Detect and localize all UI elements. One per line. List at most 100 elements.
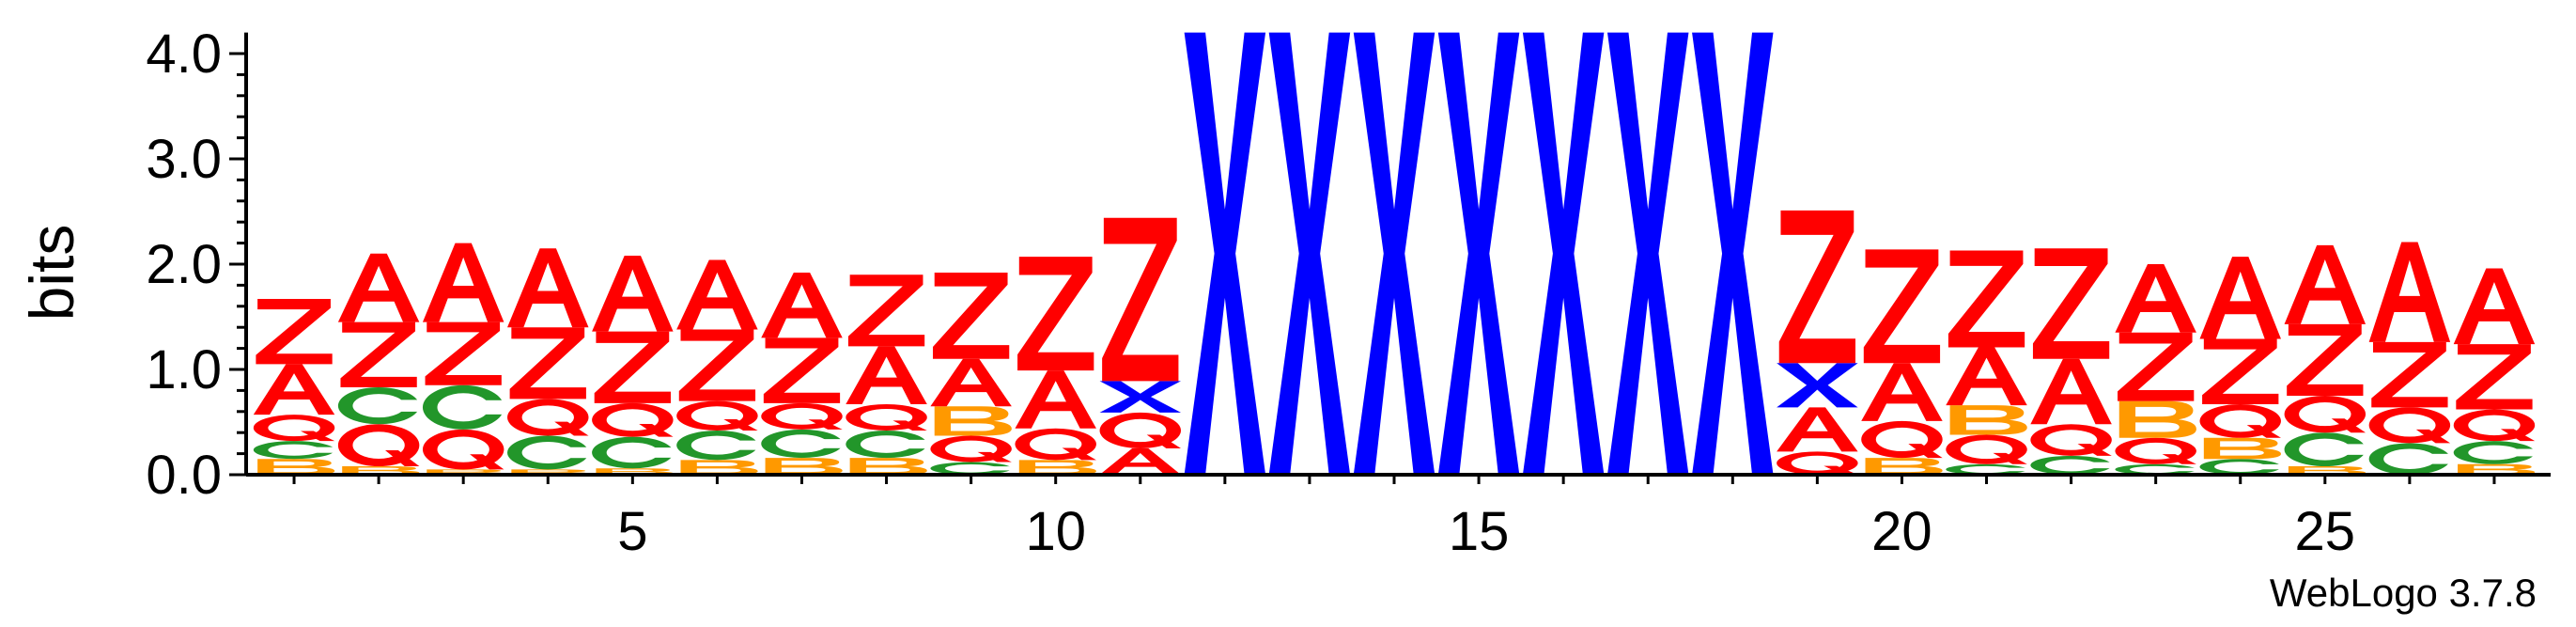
- logo-letter-A: [2368, 242, 2451, 342]
- logo-letter-X: [1522, 32, 1605, 475]
- logo-letter-X: [1777, 363, 1858, 408]
- logo-letter-Q: [761, 402, 843, 430]
- logo-letter-X: [1437, 32, 1520, 475]
- logo-letter-A: [2115, 264, 2196, 333]
- logo-letter-C: [592, 436, 675, 469]
- logo-letter-Z: [594, 331, 671, 403]
- logo-letter-Q: [930, 435, 1012, 462]
- logo-letter-Q: [2199, 403, 2281, 438]
- logo-letter-C: [2030, 455, 2114, 475]
- logo-letter-Z: [2371, 341, 2448, 408]
- logo-letter-B: [1018, 460, 1096, 475]
- logo-letter-A: [2199, 257, 2281, 339]
- logo-letter-Z: [847, 274, 925, 347]
- logo-letter-C: [930, 462, 1014, 475]
- y-axis-label: bits: [17, 225, 86, 321]
- logo-letter-Z: [2032, 248, 2110, 359]
- logo-letter-C: [337, 387, 422, 425]
- logo-letter-Q: [2284, 396, 2367, 433]
- logo-letter-B: [2458, 463, 2536, 475]
- logo-letter-Z: [2118, 332, 2195, 401]
- logo-letter-A: [846, 346, 927, 404]
- logo-letter-Z: [1778, 210, 1856, 364]
- logo-letter-C: [761, 429, 845, 459]
- logo-letter-A: [1777, 407, 1858, 452]
- x-axis: 5 10 15 20 25: [246, 473, 2551, 562]
- logo-letter-B: [1949, 405, 2027, 435]
- x-tick-label: 10: [1025, 501, 1086, 562]
- logo-letter-X: [1692, 32, 1774, 475]
- logo-letter-B: [342, 466, 420, 475]
- logo-letter-A: [1099, 448, 1182, 475]
- logo-letter-X: [1606, 32, 1689, 475]
- logo-letter-C: [676, 430, 760, 461]
- logo-letter-Q: [2453, 409, 2536, 442]
- logo-letter-B: [2203, 437, 2281, 460]
- x-tick-label: 20: [1871, 501, 1932, 562]
- logo-letter-B: [765, 458, 843, 475]
- logo-letter-X: [1268, 32, 1351, 475]
- logo-letter-X: [1099, 381, 1182, 413]
- logo-letter-Q: [2368, 407, 2451, 444]
- logo-letter-B: [680, 460, 758, 475]
- logo-letter-Z: [2287, 323, 2364, 396]
- logo-letter-B: [1865, 458, 1943, 475]
- logo-letter-Z: [2456, 344, 2533, 410]
- logo-letter-Q: [1861, 420, 1943, 459]
- logo-letter-Q: [1777, 451, 1858, 475]
- logo-letter-Q: [676, 400, 758, 431]
- logo-letter-A: [337, 253, 420, 322]
- logo-letter-A: [253, 364, 335, 415]
- logo-letter-X: [1184, 32, 1266, 475]
- logo-letter-Z: [763, 337, 841, 403]
- logo-letter-Z: [425, 321, 502, 385]
- logo-letter-Z: [340, 321, 417, 388]
- logo-letter-C: [2368, 443, 2452, 475]
- x-tick-label: 15: [1449, 501, 1510, 562]
- weblogo-version-label: WebLogo 3.7.8: [2270, 571, 2537, 615]
- logo-letter-B: [2118, 400, 2196, 438]
- logo-letter-B: [2288, 466, 2367, 475]
- logo-letter-C: [2199, 459, 2283, 475]
- logo-letter-C: [1946, 463, 2029, 475]
- logo-letter-A: [422, 243, 504, 322]
- logo-letter-Z: [256, 298, 333, 365]
- logo-letter-C: [2284, 432, 2367, 467]
- logo-letter-Z: [2202, 338, 2279, 404]
- logo-letter-C: [253, 441, 337, 460]
- logo-letter-Q: [507, 399, 589, 436]
- logo-letter-B: [849, 458, 927, 475]
- logo-letter-B: [511, 469, 589, 475]
- logo-letter-A: [761, 272, 843, 338]
- x-tick-label: 25: [2295, 501, 2356, 562]
- logo-letter-Z: [678, 329, 756, 401]
- logo-letter-C: [422, 384, 506, 430]
- y-tick-label: 0.0: [146, 445, 222, 506]
- logo-letter-C: [2453, 441, 2537, 464]
- logo-letter-A: [1946, 347, 2027, 406]
- y-axis: 0.0 1.0 2.0 3.0 4.0: [146, 24, 248, 506]
- y-tick-label: 2.0: [146, 234, 222, 295]
- logo-letter-Q: [1099, 412, 1182, 449]
- logo-letter-A: [676, 259, 758, 330]
- logo-letter-A: [930, 358, 1012, 407]
- logo-letter-A: [2453, 268, 2536, 345]
- logo-letter-Q: [2115, 437, 2196, 464]
- logo-letter-Z: [509, 327, 586, 400]
- logo-letter-X: [1353, 32, 1435, 475]
- logo-letter-A: [507, 248, 589, 328]
- logo-letter-Q: [592, 402, 674, 437]
- plot-area: [253, 32, 2537, 475]
- logo-letter-B: [596, 468, 674, 475]
- logo-letter-B: [934, 406, 1012, 436]
- logo-letter-A: [1861, 363, 1943, 421]
- logo-letter-Q: [337, 424, 420, 467]
- logo-letter-Z: [932, 272, 1010, 359]
- logo-letter-Z: [1863, 249, 1941, 364]
- logo-letter-Q: [846, 403, 927, 431]
- logo-letter-B: [257, 459, 335, 475]
- logo-letter-Q: [1946, 434, 2027, 464]
- logo-letter-A: [1015, 370, 1096, 429]
- logo-letter-Q: [422, 429, 504, 470]
